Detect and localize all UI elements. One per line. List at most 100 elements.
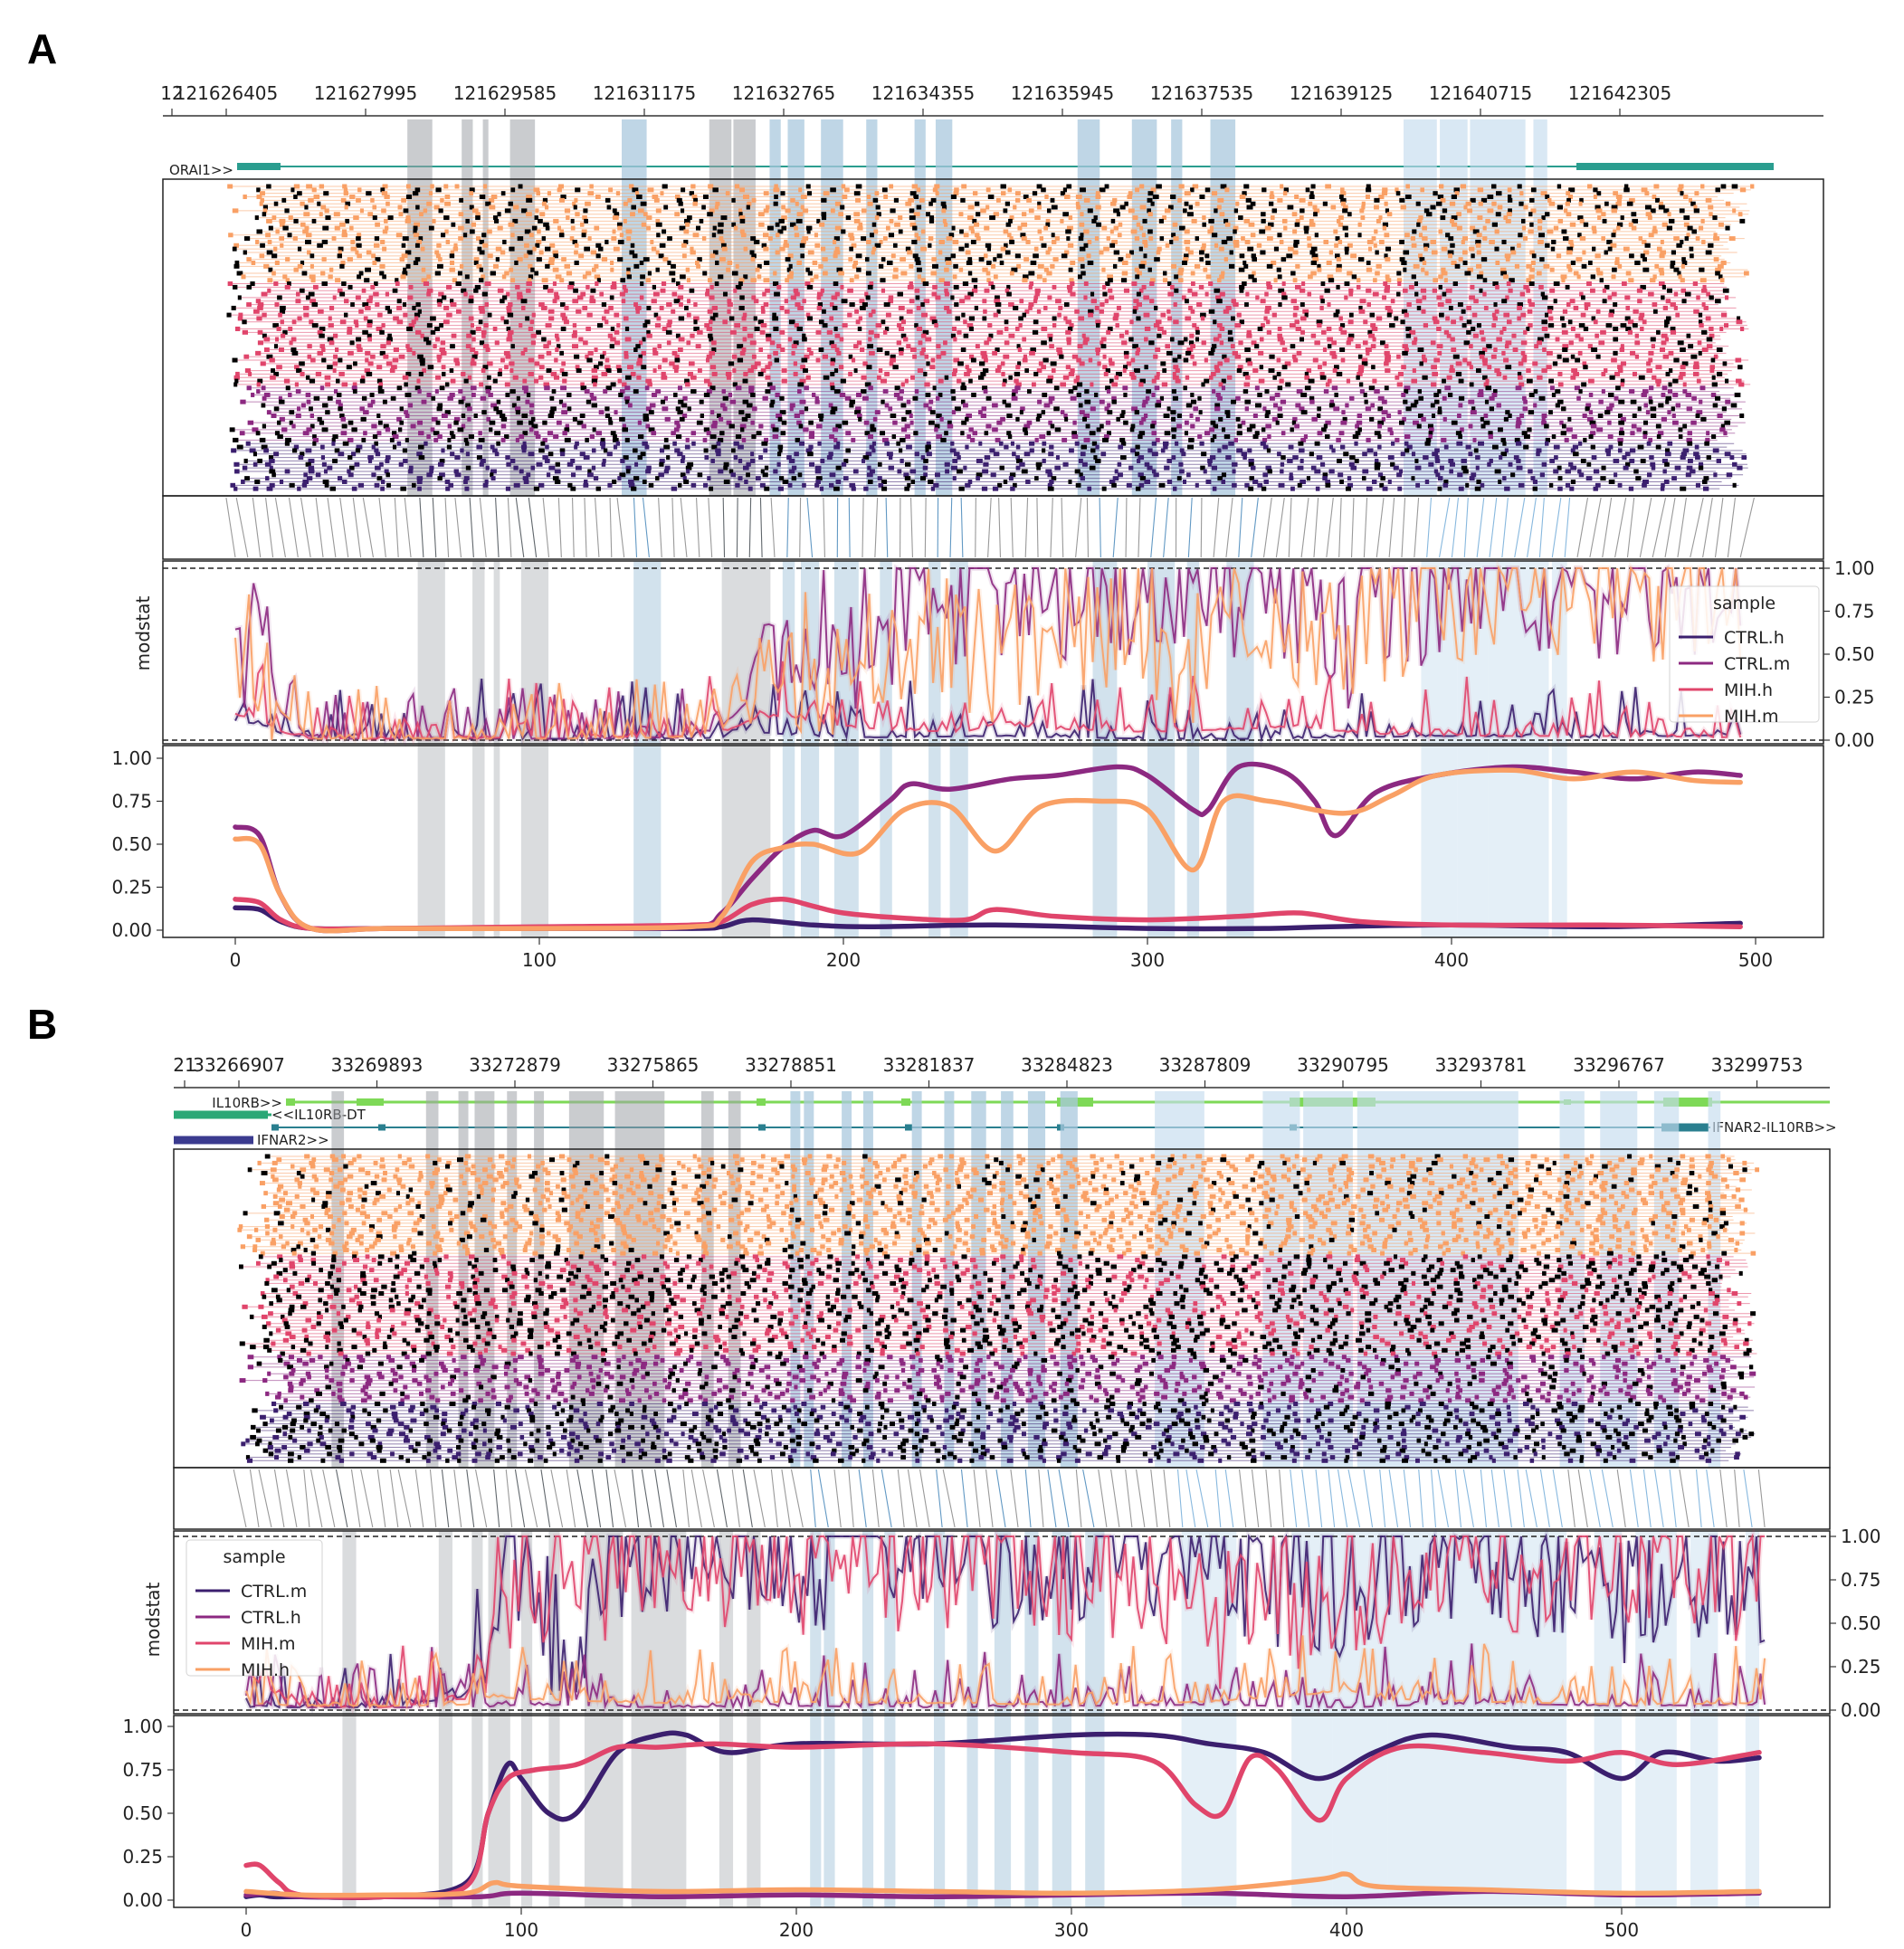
mod-call <box>1334 392 1338 397</box>
mod-call <box>471 357 475 363</box>
mod-call <box>1466 319 1472 325</box>
mod-call <box>1080 452 1086 457</box>
mod-call <box>844 187 850 193</box>
mod-call <box>802 299 806 304</box>
mod-call <box>1022 337 1027 342</box>
mod-call <box>1303 225 1309 231</box>
mod-call <box>1491 201 1497 206</box>
mod-call <box>509 458 516 463</box>
mod-call <box>1237 423 1242 429</box>
mod-call <box>1681 361 1689 366</box>
mod-call <box>1252 257 1258 262</box>
mod-call <box>683 229 690 234</box>
mod-call <box>530 267 535 272</box>
mod-call <box>643 416 650 422</box>
mod-call <box>1343 452 1349 457</box>
mod-call <box>1271 416 1279 422</box>
mod-call <box>1646 441 1652 446</box>
mod-call <box>1503 215 1509 221</box>
mod-call <box>727 302 733 308</box>
mod-call <box>562 431 567 436</box>
mod-call <box>1294 195 1299 200</box>
mod-call <box>285 437 291 442</box>
mod-call <box>1393 465 1399 471</box>
mod-call <box>1153 472 1159 478</box>
mod-call <box>1665 399 1670 404</box>
mod-call <box>1066 184 1072 189</box>
mod-call <box>1553 281 1560 287</box>
mod-call <box>1163 444 1168 450</box>
mod-call <box>622 423 626 429</box>
mod-call <box>579 222 585 227</box>
mod-call <box>1184 420 1189 425</box>
mod-call <box>1428 431 1433 436</box>
mod-call <box>271 215 277 221</box>
mod-call <box>1199 257 1204 262</box>
mod-call <box>1153 323 1160 328</box>
mod-call <box>1715 271 1720 276</box>
mod-call <box>950 195 957 200</box>
mod-call <box>1631 423 1637 429</box>
mod-call <box>1667 410 1671 415</box>
mod-call <box>605 197 611 203</box>
mod-call <box>434 326 441 331</box>
mod-call <box>1553 299 1557 304</box>
mod-call <box>1557 476 1563 481</box>
mod-call <box>760 323 767 328</box>
mod-call <box>814 395 819 401</box>
mod-call <box>1566 302 1571 308</box>
mod-call <box>1366 267 1373 272</box>
mod-call <box>1382 187 1388 193</box>
mod-call <box>1232 461 1238 467</box>
mod-call <box>1170 410 1176 415</box>
mod-call <box>814 233 818 238</box>
mod-call <box>1566 191 1571 196</box>
mod-call <box>806 229 811 234</box>
mod-call <box>1566 246 1574 252</box>
mod-call <box>1006 414 1013 418</box>
mod-call <box>1087 208 1093 214</box>
mod-call <box>396 305 403 310</box>
mod-call <box>1066 236 1071 242</box>
mod-call <box>816 305 823 310</box>
mod-call <box>1100 337 1107 342</box>
mod-call <box>965 365 969 370</box>
mod-call <box>282 329 288 335</box>
mod-call <box>950 253 957 259</box>
mod-call <box>738 212 743 217</box>
mod-call <box>1088 312 1094 318</box>
mod-call <box>364 278 370 283</box>
mod-call <box>1526 278 1532 283</box>
mod-call <box>1739 414 1745 418</box>
mod-call <box>1047 246 1052 252</box>
mod-call <box>351 385 357 391</box>
mod-call <box>1348 291 1354 297</box>
mod-call <box>405 414 410 418</box>
mod-call <box>1274 392 1280 397</box>
mod-call <box>1219 274 1224 280</box>
mod-call <box>257 458 263 463</box>
mod-call <box>497 225 503 231</box>
mod-call <box>567 284 575 290</box>
mod-call <box>595 431 603 436</box>
mod-call <box>1003 378 1007 384</box>
mod-call <box>445 239 451 244</box>
mod-call <box>1440 215 1446 221</box>
mod-call <box>1042 392 1048 397</box>
mod-call <box>1557 218 1564 223</box>
mod-call <box>728 423 735 429</box>
mod-call <box>508 222 515 227</box>
mod-call <box>1380 476 1385 481</box>
mod-call <box>1378 195 1385 200</box>
mod-call <box>1137 458 1141 463</box>
mod-call <box>788 469 795 474</box>
mod-call <box>490 403 498 408</box>
mod-call <box>982 469 989 474</box>
mod-call <box>938 378 944 384</box>
mod-call <box>1265 465 1271 471</box>
mod-call <box>1547 197 1552 203</box>
mod-call <box>1645 410 1651 415</box>
mod-call <box>1349 455 1356 461</box>
mod-call <box>840 204 845 210</box>
mod-call <box>455 281 462 287</box>
